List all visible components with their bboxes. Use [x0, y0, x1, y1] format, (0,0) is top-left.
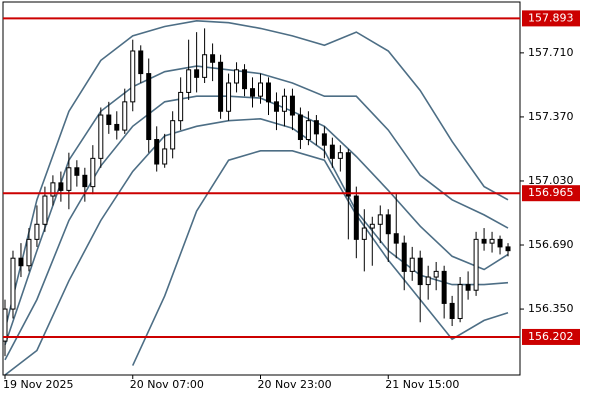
candle-body: [473, 238, 479, 291]
candle-body: [210, 54, 216, 63]
candle-body: [138, 50, 144, 75]
y-tick-label: 157.710: [528, 46, 574, 59]
x-tick-label: 21 Nov 15:00: [385, 378, 459, 391]
candle-body: [26, 238, 32, 267]
candle-body: [417, 257, 423, 286]
level-label: 156.965: [528, 186, 574, 199]
candle-body: [369, 223, 375, 229]
candle-body: [186, 69, 192, 93]
candle-body: [226, 82, 232, 112]
y-tick-label: 157.030: [528, 174, 574, 187]
candle-body: [3, 308, 8, 342]
candle-body: [202, 54, 208, 78]
candle-body: [258, 82, 263, 97]
candle-body: [425, 276, 431, 286]
candle-body: [449, 302, 455, 319]
y-tick-label: 156.350: [528, 302, 574, 315]
candle-body: [377, 214, 383, 225]
band-line: [4, 19, 509, 330]
candle-body: [10, 257, 16, 310]
candle-body: [393, 233, 399, 244]
plot-area: [3, 19, 511, 375]
candle-body: [457, 284, 463, 319]
candle-body: [273, 101, 279, 112]
candle-body: [178, 91, 184, 122]
candle-body: [90, 157, 96, 188]
level-label-box: [522, 185, 580, 202]
band-line: [131, 150, 509, 366]
candle-body: [234, 69, 240, 84]
candle-body: [242, 69, 248, 90]
candle-body: [497, 238, 503, 248]
candle-body: [18, 257, 24, 267]
x-tick-label: 20 Nov 23:00: [258, 378, 332, 391]
band-line: [4, 117, 509, 375]
candle-body: [481, 238, 487, 244]
candle-body: [82, 174, 88, 188]
candle-body: [265, 82, 271, 103]
candle-body: [289, 95, 295, 116]
candle-body: [385, 214, 391, 235]
candle-body: [465, 284, 471, 291]
candle-body: [433, 270, 439, 278]
candle-body: [218, 61, 224, 112]
candle-body: [130, 50, 136, 103]
candle-body: [98, 114, 104, 159]
candle-body: [281, 95, 287, 112]
candle-body: [170, 120, 176, 150]
candle-body: [313, 120, 319, 135]
plot-frame: [2, 1, 521, 376]
y-tick-label: 157.370: [528, 110, 574, 123]
candle-body: [250, 88, 256, 97]
candle-body: [337, 152, 343, 159]
candle-body: [329, 144, 335, 159]
candle-body: [154, 139, 160, 165]
candle-body: [50, 182, 56, 197]
y-tick-label: 156.690: [528, 238, 574, 251]
band-line: [4, 95, 509, 361]
candle-body: [122, 101, 128, 131]
candle-body: [321, 133, 327, 146]
candle-body: [42, 195, 48, 225]
candle-body: [114, 123, 120, 131]
candle-body: [66, 167, 72, 191]
candle-body: [106, 114, 112, 125]
candle-body: [345, 152, 351, 197]
candle-body: [409, 257, 415, 272]
level-label-box: [522, 328, 580, 345]
x-tick-label: 19 Nov 2025: [3, 378, 73, 391]
candle-body: [34, 223, 40, 240]
candle-body: [194, 69, 200, 78]
candle-body: [361, 227, 367, 240]
candle-body: [353, 195, 359, 240]
candle-body: [305, 120, 311, 141]
level-label-box: [522, 10, 580, 27]
candle-body: [401, 242, 407, 272]
candle-body: [297, 114, 303, 141]
candle-body: [489, 238, 495, 244]
x-tick-label: 20 Nov 07:00: [130, 378, 204, 391]
candle-body: [162, 148, 168, 165]
candle-body: [505, 246, 511, 252]
level-label: 157.893: [528, 11, 574, 24]
band-line: [4, 65, 509, 346]
candle-body: [146, 73, 152, 141]
candle-body: [74, 167, 80, 176]
level-label: 156.202: [528, 330, 574, 343]
candle-body: [58, 182, 64, 191]
candle-body: [441, 270, 447, 304]
